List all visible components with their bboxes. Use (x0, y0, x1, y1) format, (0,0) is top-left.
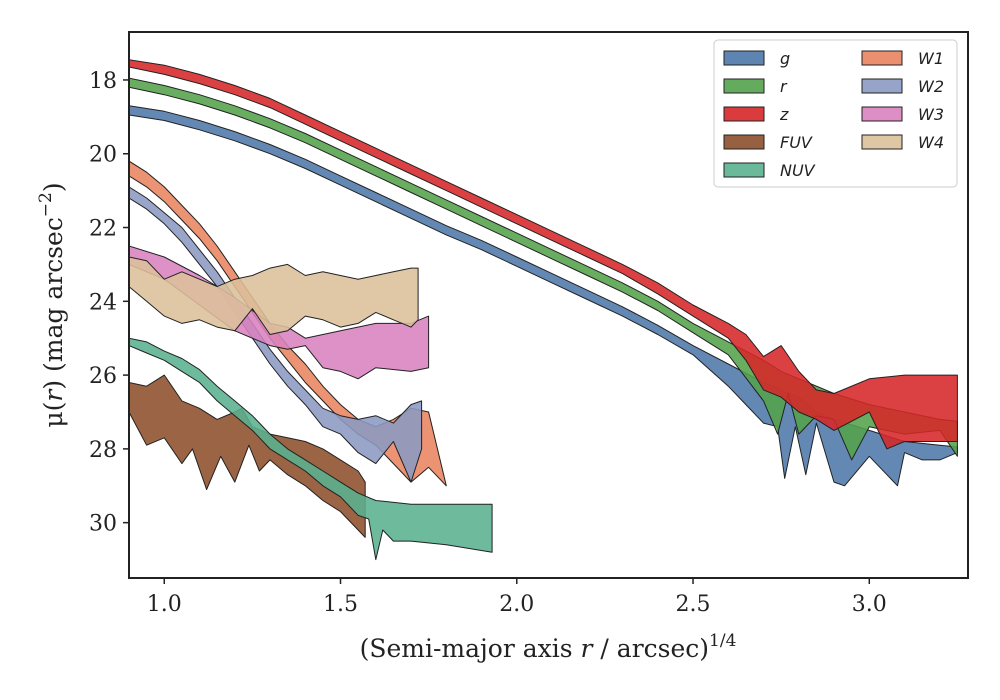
band-g (129, 105, 958, 487)
legend-label-nuv: NUV (780, 161, 816, 180)
legend: grz FUV NUV W1 W2 W3 W4 (713, 39, 958, 188)
band-w1 (129, 160, 447, 487)
y-tick-label: 22 (89, 217, 117, 242)
band-z (129, 59, 958, 450)
legend-label-w3: W3 (918, 105, 944, 124)
legend-label-r: r (780, 77, 788, 96)
y-tick-label: 20 (89, 143, 117, 168)
legend-label-z: z (779, 105, 789, 124)
x-axis-ticks: 1.0 1.5 2.0 2.5 3.0 (147, 578, 887, 617)
legend-swatch-r (723, 78, 765, 94)
legend-swatch-w4 (861, 134, 903, 150)
band-fuv (129, 374, 366, 538)
y-tick-label: 18 (89, 69, 117, 94)
legend-swatch-nuv (723, 162, 765, 178)
x-tick-label: 2.0 (499, 592, 534, 617)
legend-swatch-w3 (861, 106, 903, 122)
y-axis-label: μ(r) (mag arcsec−2) (36, 182, 68, 427)
legend-swatch-z (723, 106, 765, 122)
legend-label-w1: W1 (918, 49, 944, 68)
band-nuv (129, 337, 493, 561)
legend-label-w4: W4 (918, 133, 944, 152)
legend-swatch-w1 (861, 50, 903, 66)
x-axis-label: (Semi-major axis r / arcsec)1/4 (360, 631, 737, 663)
legend-swatch-w2 (861, 78, 903, 94)
legend-label-g: g (780, 49, 790, 68)
legend-swatch-fuv (723, 134, 765, 150)
x-tick-label: 1.5 (323, 592, 358, 617)
band-layer (129, 59, 958, 561)
y-tick-label: 26 (89, 364, 117, 389)
y-tick-label: 28 (89, 438, 117, 463)
legend-label-w2: W2 (918, 77, 944, 96)
y-tick-label: 30 (89, 512, 117, 537)
x-tick-label: 2.5 (676, 592, 711, 617)
legend-swatch-g (723, 50, 765, 66)
legend-frame (713, 39, 958, 188)
plot-frame (128, 31, 969, 579)
x-tick-label: 1.0 (147, 592, 182, 617)
legend-label-fuv: FUV (780, 133, 813, 152)
y-axis-ticks: 18 20 22 24 26 28 30 (89, 69, 129, 537)
band-w4 (129, 256, 419, 335)
y-tick-label: 24 (89, 290, 117, 315)
x-tick-label: 3.0 (852, 592, 887, 617)
